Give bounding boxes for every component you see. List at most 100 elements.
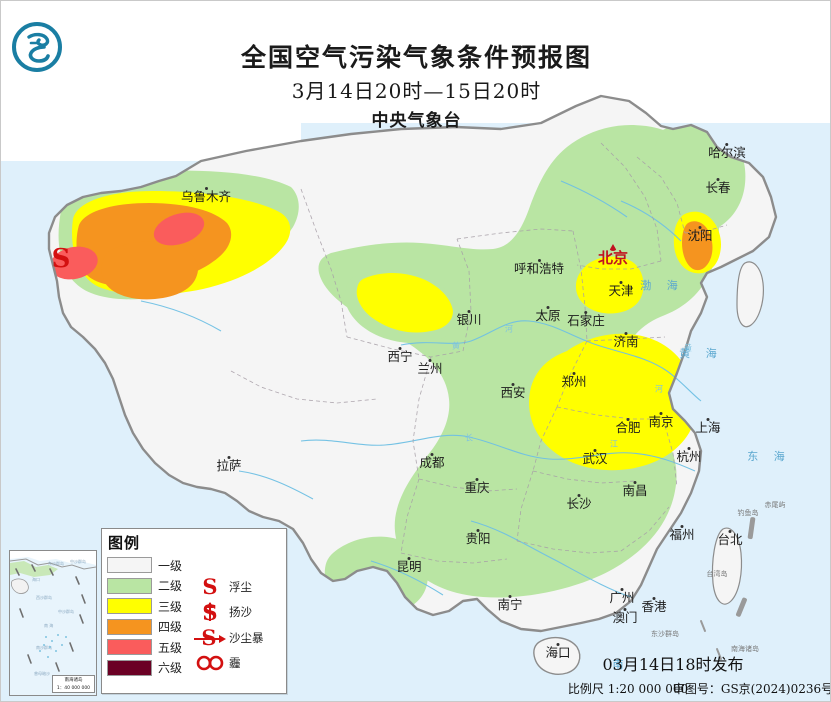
city-name: 重庆 [464, 480, 490, 495]
city-marker-icon [716, 178, 720, 181]
city-label: 杭州 [676, 447, 702, 463]
city-name: 香港 [641, 599, 667, 614]
island-label: 东沙群岛 [651, 630, 679, 638]
island-label: 钓鱼岛 [737, 509, 759, 517]
legend-level-label: 一级 [158, 558, 183, 573]
river-label: 河 [655, 384, 663, 394]
city-label: 南京 [648, 412, 674, 429]
svg-text:曾母暗沙: 曾母暗沙 [34, 670, 50, 676]
city-name: 郑州 [561, 374, 587, 389]
river-label: 河 [505, 324, 513, 334]
svg-text:中沙群岛: 中沙群岛 [58, 608, 74, 614]
sandstorm-s-arrow-right-icon: S [193, 626, 227, 650]
svg-text:东沙群岛: 东沙群岛 [48, 560, 64, 566]
city-label: 呼和浩特 [514, 259, 564, 275]
legend-symbol-row: S 浮尘 [193, 574, 286, 600]
city-marker-icon [508, 595, 512, 598]
legend-color-swatch [107, 577, 152, 594]
city-label: 上海 [695, 418, 721, 435]
city-name: 银川 [456, 312, 482, 327]
city-marker-icon [511, 383, 515, 386]
island-label: 赤尾屿 [764, 501, 786, 509]
city-name: 拉萨 [216, 458, 242, 473]
city-marker-icon [687, 447, 691, 450]
city-marker-icon [584, 311, 588, 314]
city-marker-icon [659, 412, 663, 415]
city-name: 乌鲁木齐 [180, 189, 232, 204]
city-name: 南宁 [497, 597, 523, 612]
city-marker-icon [537, 259, 541, 262]
city-marker-icon [626, 418, 630, 421]
sea-label: 南 [612, 658, 630, 671]
city-name: 北京 [597, 249, 629, 267]
city-label: 武汉 [582, 449, 608, 465]
cma-logo [11, 21, 63, 73]
legend-symbol-label: 扬沙 [229, 605, 253, 620]
capital-marker-icon [608, 244, 617, 251]
svg-text:中沙群岛: 中沙群岛 [70, 558, 86, 564]
legend-level-row: 五级 [102, 637, 193, 658]
city-marker-icon [706, 418, 710, 421]
city-name: 兰州 [417, 361, 443, 376]
city-marker-icon [620, 588, 624, 591]
city-marker-icon [728, 530, 732, 533]
city-label: 澳门 [612, 608, 638, 624]
city-label: 昆明 [396, 557, 422, 573]
city-marker-icon [623, 608, 627, 611]
river-label: 江 [610, 439, 618, 449]
svg-text:S: S [202, 575, 217, 599]
blowing-sand-s-arrow-up-icon: S [193, 599, 227, 625]
legend-level-row: 二级 [102, 576, 193, 597]
city-name: 上海 [695, 420, 721, 435]
city-name: 石家庄 [567, 313, 605, 328]
haze-infinity-icon [193, 654, 227, 672]
city-name: 沈阳 [687, 228, 713, 243]
city-marker-icon [572, 372, 576, 375]
city-label: 石家庄 [567, 311, 605, 327]
city-label: 西安 [500, 383, 526, 400]
city-label: 天津 [608, 281, 634, 298]
legend-color-swatch [107, 659, 152, 676]
city-marker-icon [430, 453, 434, 456]
river-label: 黄 [452, 341, 460, 351]
legend-symbol-list: S浮尘S 扬沙S 沙尘暴 霾 [193, 555, 286, 678]
city-marker-icon [476, 529, 480, 532]
city-marker-icon [633, 481, 637, 484]
svg-text:南沙群岛: 南沙群岛 [36, 644, 52, 650]
city-marker-icon [680, 525, 684, 528]
south-china-sea-inset: 东沙群岛 中沙群岛 海口 西沙群岛 中沙群岛 南 海 南沙群岛 曾母暗沙 [9, 550, 97, 696]
city-name: 合肥 [615, 420, 641, 435]
svg-text:南 海: 南 海 [44, 622, 53, 628]
legend-level-label: 四级 [158, 620, 183, 635]
city-label: 沈阳 [687, 226, 713, 243]
city-name: 南京 [648, 414, 674, 429]
city-name: 西安 [500, 385, 526, 400]
city-name: 广州 [609, 590, 635, 605]
city-label: 长沙 [566, 494, 592, 510]
city-label: 广州 [609, 588, 635, 605]
city-label: 海口 [545, 643, 571, 660]
city-name: 台北 [717, 532, 743, 547]
river-label: 长 [465, 433, 473, 443]
city-name: 济南 [613, 334, 639, 349]
city-marker-icon [398, 347, 402, 350]
city-name: 南昌 [622, 483, 648, 498]
city-marker-icon [546, 306, 550, 309]
city-name: 贵阳 [465, 531, 491, 546]
issue-time: 03月14日18时发布 [602, 655, 744, 674]
city-label: 乌鲁木齐 [181, 187, 231, 203]
city-name: 哈尔滨 [708, 145, 746, 160]
city-name: 太原 [535, 308, 561, 323]
city-marker-icon [204, 187, 208, 190]
city-marker-icon [698, 226, 702, 229]
city-marker-icon [593, 449, 597, 452]
city-name: 天津 [608, 283, 634, 298]
city-label: 贵阳 [465, 529, 491, 546]
city-label: 太原 [535, 306, 561, 323]
city-marker-icon [475, 478, 479, 481]
city-name: 海口 [545, 645, 571, 660]
city-marker-icon [428, 359, 432, 362]
legend-symbol-row: S 沙尘暴 [193, 625, 286, 651]
city-marker-icon [467, 310, 471, 313]
